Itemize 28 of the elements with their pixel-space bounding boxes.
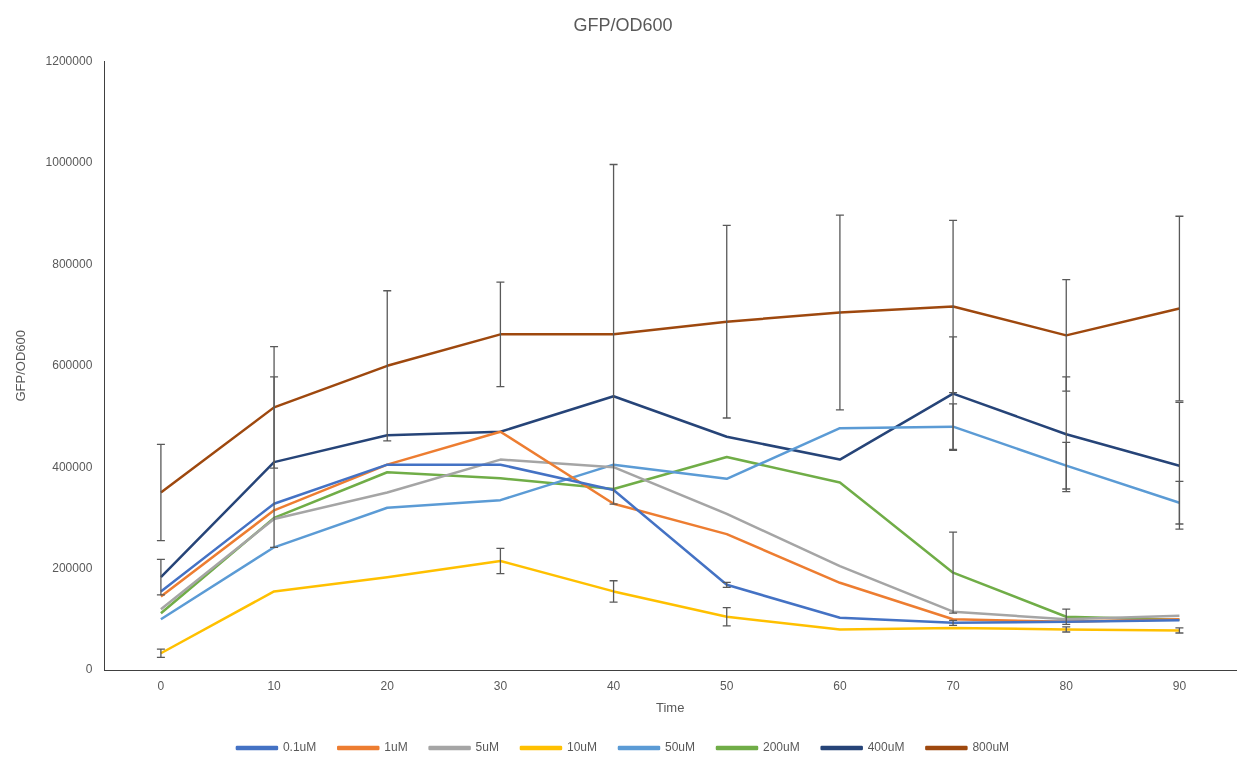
x-tick-label: 40 [606, 678, 621, 693]
legend-label: 400uM [867, 740, 905, 755]
legend-label: 5uM [475, 740, 499, 755]
x-tick-label: 0 [157, 678, 165, 693]
y-tick-label: 600000 [52, 358, 93, 373]
x-tick-label: 70 [946, 678, 961, 693]
x-tick-label: 90 [1172, 678, 1187, 693]
x-tick-label: 10 [267, 678, 282, 693]
x-tick-label: 60 [833, 678, 847, 693]
x-axis-title: Time [655, 699, 685, 715]
x-tick-label: 50 [720, 678, 734, 693]
x-tick-label: 20 [380, 678, 395, 693]
chart-title: GFP/OD600 [573, 14, 673, 35]
legend-label: 10uM [566, 740, 597, 755]
legend-label: 200uM [763, 740, 800, 755]
legend-label: 0.1uM [282, 740, 317, 755]
x-tick-label: 30 [493, 678, 508, 693]
y-tick-label: 1000000 [45, 155, 93, 170]
x-tick-label: 80 [1059, 678, 1074, 693]
y-axis-title: GFP/OD600 [13, 330, 29, 402]
y-tick-label: 200000 [52, 560, 93, 575]
legend-label: 1uM [384, 740, 408, 755]
y-tick-label: 0 [85, 662, 93, 677]
y-tick-label: 400000 [52, 459, 93, 474]
y-tick-label: 800000 [52, 256, 93, 271]
legend-label: 800uM [972, 740, 1010, 755]
y-tick-label: 1200000 [45, 53, 93, 68]
legend-label: 50uM [664, 740, 696, 755]
